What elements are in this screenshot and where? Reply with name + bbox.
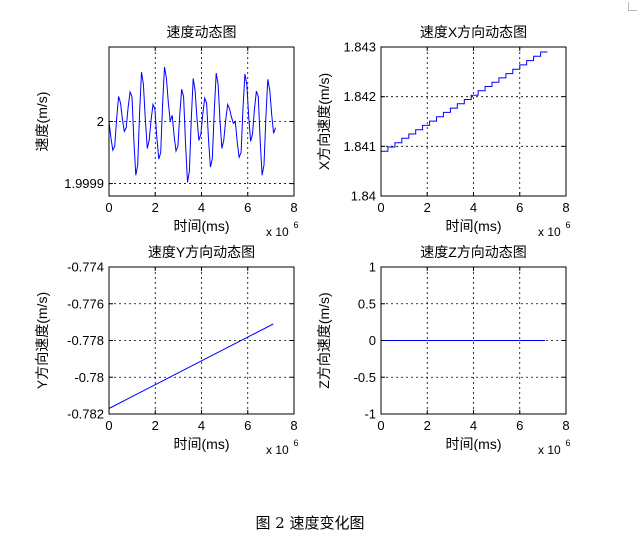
y-tick-label: 2 xyxy=(97,114,104,129)
subplot-2: 速度X方向动态图 0 2 4 6 8 1.84 1.841 1.842 1.843 时间(ms) x … xyxy=(316,24,571,239)
x-tick-label: 4 xyxy=(470,200,477,215)
x-tick-label: 4 xyxy=(470,418,477,433)
series-line xyxy=(108,323,274,409)
x-exponent-power: 6 xyxy=(294,220,299,230)
y-tick-label: -0.78 xyxy=(74,370,104,385)
x-tick-label: 8 xyxy=(290,418,297,433)
y-tick-label: 1 xyxy=(369,260,376,275)
plot-axes-box xyxy=(108,266,295,415)
x-tick-label: 2 xyxy=(424,418,431,433)
series-line xyxy=(381,51,548,152)
x-tick-label: 8 xyxy=(562,200,569,215)
x-tick-label: 8 xyxy=(562,418,569,433)
subplot-3: 速度Y方向动态图 0 2 4 6 8 -0.782 -0.78 -0.778 -0.776 -0.7… xyxy=(34,244,299,457)
y-tick-label: 1.843 xyxy=(343,40,376,55)
x-exponent-power: 6 xyxy=(566,438,571,448)
y-tick-label: -0.776 xyxy=(67,296,104,311)
series-line xyxy=(108,66,276,183)
y-tick-label: -1 xyxy=(364,407,376,422)
x-axis-label: 时间(ms) xyxy=(174,218,230,234)
subplot-1: 速度动态图 0 2 4 6 8 1.9999 2 时间(ms) x 10 6 速度(m/s) xyxy=(34,24,299,239)
page-corner-mark xyxy=(628,2,637,11)
x-tick-label: 8 xyxy=(290,200,297,215)
x-exponent-power: 6 xyxy=(566,220,571,230)
x-tick-label: 0 xyxy=(377,418,384,433)
y-tick-label: -0.778 xyxy=(67,333,104,348)
y-axis-label: Y方向速度(m/s) xyxy=(34,292,50,389)
y-tick-label: 1.84 xyxy=(351,189,376,204)
x-axis-label: 时间(ms) xyxy=(174,436,230,452)
x-exponent-label: x 10 xyxy=(266,443,289,457)
subplot-title: 速度Z方向动态图 xyxy=(420,244,527,260)
x-tick-label: 2 xyxy=(152,418,159,433)
y-tick-label: -0.782 xyxy=(67,407,104,422)
y-tick-label: -0.5 xyxy=(354,370,376,385)
x-tick-label: 0 xyxy=(377,200,384,215)
x-tick-label: 6 xyxy=(516,200,523,215)
x-tick-label: 2 xyxy=(152,200,159,215)
subplot-4: 速度Z方向动态图 0 2 4 6 8 -1 -0.5 0 0.5 1 时间(ms) x 10 6 Z方向速度… xyxy=(316,244,571,457)
figure-caption: 图 2 速度变化图 xyxy=(255,514,365,532)
x-tick-label: 2 xyxy=(424,200,431,215)
x-tick-label: 0 xyxy=(105,418,112,433)
y-tick-label: -0.774 xyxy=(67,260,104,275)
subplot-title: 速度X方向动态图 xyxy=(420,24,527,40)
y-tick-label: 1.9999 xyxy=(64,176,104,191)
x-exponent-label: x 10 xyxy=(266,225,289,239)
x-tick-label: 4 xyxy=(198,418,205,433)
x-axis-label: 时间(ms) xyxy=(446,218,502,234)
x-axis-label: 时间(ms) xyxy=(446,436,502,452)
x-tick-label: 0 xyxy=(105,200,112,215)
y-tick-label: 0.5 xyxy=(358,296,376,311)
subplot-title: 速度Y方向动态图 xyxy=(148,244,255,260)
x-exponent-label: x 10 xyxy=(538,225,561,239)
x-tick-label: 6 xyxy=(244,418,251,433)
subplot-title: 速度动态图 xyxy=(167,24,237,40)
y-axis-label: X方向速度(m/s) xyxy=(316,73,332,170)
y-axis-label: Z方向速度(m/s) xyxy=(316,292,332,388)
y-tick-label: 0 xyxy=(369,333,376,348)
x-tick-label: 6 xyxy=(244,200,251,215)
x-tick-label: 6 xyxy=(516,418,523,433)
x-exponent-power: 6 xyxy=(294,438,299,448)
y-tick-label: 1.842 xyxy=(343,89,376,104)
y-tick-label: 1.841 xyxy=(343,139,376,154)
x-exponent-label: x 10 xyxy=(538,443,561,457)
y-axis-label: 速度(m/s) xyxy=(34,92,50,152)
x-tick-label: 4 xyxy=(198,200,205,215)
